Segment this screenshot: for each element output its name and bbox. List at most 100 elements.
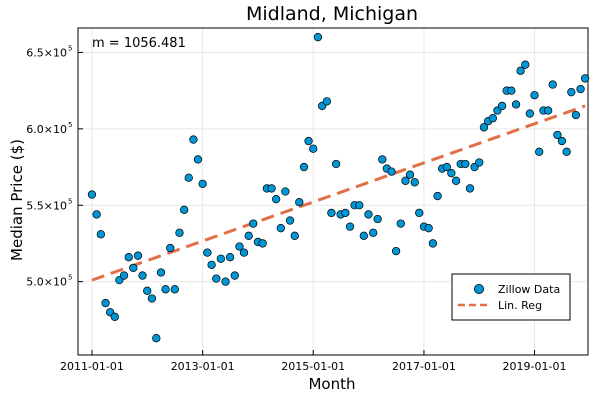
data-point [571,110,581,120]
data-point [271,194,281,204]
data-point [428,239,438,248]
x-tick-label: 2017-01-01 [392,360,456,373]
x-tick-label: 2019-01-01 [503,360,567,373]
data-point [110,312,119,321]
data-point [548,80,557,89]
data-point [576,84,585,94]
data-point [295,198,304,207]
data-point [119,271,129,280]
data-point [447,169,456,178]
data-point [461,159,470,169]
data-point [424,224,433,233]
data-point [391,246,401,256]
data-point [451,176,461,185]
data-point [230,271,239,280]
data-point [341,208,350,218]
data-point [345,222,355,231]
data-point [401,176,410,185]
data-point [147,294,157,303]
data-point [373,214,382,224]
data-point [369,228,378,237]
data-point [525,109,534,118]
y-tick-exponent: 5 [68,121,72,129]
data-point [299,162,309,172]
data-point [290,231,299,240]
data-point [387,167,396,176]
data-point [405,170,415,179]
legend-label-zillow: Zillow Data [498,283,560,296]
data-point [511,100,521,109]
data-point [313,33,323,42]
data-point [235,242,244,251]
data-point [475,158,484,167]
data-point [331,159,341,169]
data-point [92,210,101,219]
data-point [198,179,207,189]
y-axis-label: Median Price ($) [8,139,26,261]
data-point [327,208,336,218]
data-point [553,130,562,140]
data-point [433,191,442,201]
data-point [87,190,97,199]
data-point [530,91,539,100]
data-point [152,334,161,343]
data-point [304,136,313,146]
x-tick-label: 2015-01-01 [281,360,345,373]
y-tick-exponent: 5 [68,44,72,52]
data-point [479,123,489,132]
legend-marker-zillow [473,283,484,294]
y-tick-label: 6.5×10 [26,46,67,59]
data-point [567,88,576,97]
data-point [129,263,138,273]
y-tick-exponent: 5 [68,274,72,282]
data-point [96,230,106,239]
data-point [225,253,235,262]
data-point [244,231,253,240]
chart-title: Midland, Michigan [246,3,418,25]
data-point [355,201,364,210]
data-point [378,155,387,164]
data-point [133,251,143,260]
legend-box [451,273,571,321]
data-point [410,178,419,187]
y-tick-exponent: 5 [68,197,72,205]
data-point [396,219,405,228]
regression-line [91,104,586,282]
data-point [216,254,225,263]
data-point [507,86,516,95]
lin-reg-line [91,104,586,282]
data-point [239,248,249,257]
data-point [557,136,567,146]
data-point [535,147,544,156]
data-point [276,224,285,233]
data-point [189,135,198,144]
data-point [562,147,571,156]
data-point [124,253,133,262]
data-point [184,173,193,182]
data-point [442,162,451,172]
data-point [193,155,203,164]
y-tick-label: 6.0×10 [26,123,67,136]
scatter-points [87,33,590,343]
slope-annotation: m = 1056.481 [92,36,186,51]
data-point [497,101,507,111]
data-point [203,248,212,257]
data-point [415,208,424,218]
legend-label-linreg: Lin. Reg [498,299,542,312]
x-tick-label: 2013-01-01 [171,360,235,373]
data-point [101,298,110,308]
data-point [364,210,373,219]
plot-frame [77,27,589,356]
data-point [138,271,147,280]
data-point [166,243,175,253]
data-point [143,286,152,295]
x-tick-label: 2011-01-01 [60,360,124,373]
data-point [322,97,332,106]
data-point [544,106,553,115]
data-point [161,285,170,294]
legend: Zillow Data Lin. Reg [451,273,571,321]
data-point [359,231,368,240]
data-point [212,274,221,283]
data-point [580,74,590,83]
